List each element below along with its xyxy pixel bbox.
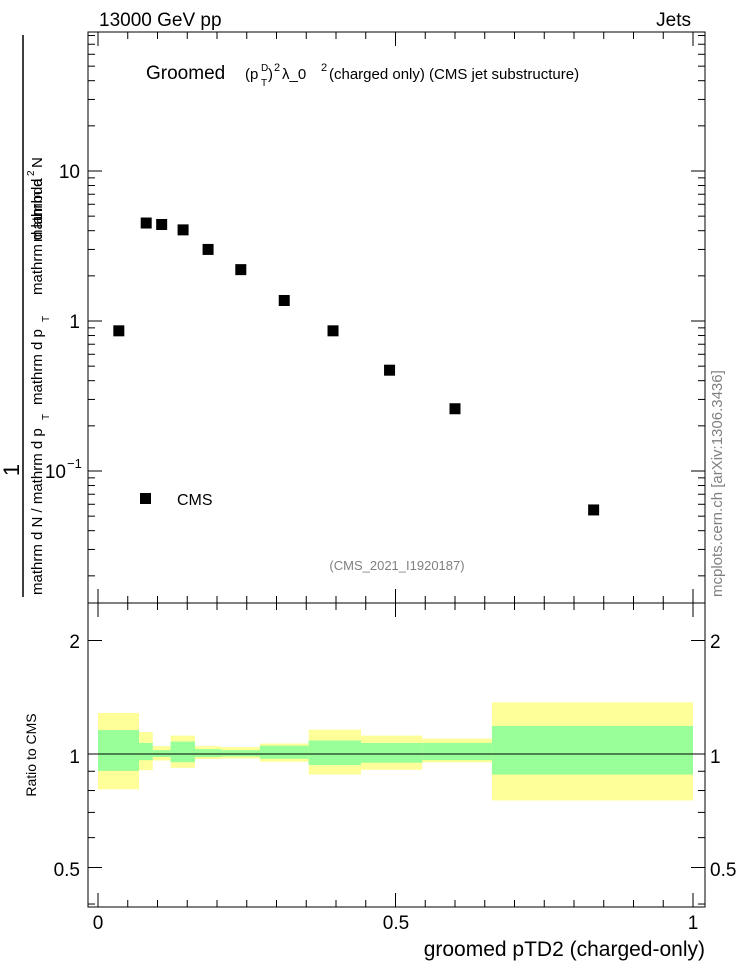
ratio-band-inner [98, 730, 140, 771]
ylabel-numer2: mathrm d p [29, 329, 46, 405]
data-point [156, 218, 168, 230]
ratio-y-ticks [88, 640, 705, 905]
data-point [202, 243, 214, 255]
header-left: 13000 GeV pp [99, 10, 222, 31]
title-lambda: λ_0 [282, 66, 306, 83]
ratio-band-inner [308, 740, 361, 766]
ratio-band-inner [259, 745, 309, 759]
ratio-frame [87, 602, 706, 908]
data-point [327, 325, 339, 337]
xtick-0.5: 0.5 [383, 913, 409, 934]
ylabel-denominator-sub: T [41, 414, 52, 420]
title-sub-t: T [261, 78, 267, 89]
data-point [588, 504, 600, 516]
ratio-band-inner [194, 749, 222, 757]
main-ytick-1: 1 [69, 312, 80, 333]
ratio-bands [98, 702, 693, 801]
cms-markers [113, 217, 600, 516]
watermark: mcplots.cern.ch [arXiv:1306.3436] [709, 370, 726, 597]
main-ytick-10: 10 [59, 162, 80, 183]
ylabel-numer2-sub: T [41, 316, 52, 322]
ratio-band-inner [221, 750, 260, 757]
plot-title: Groomed (p D T ) 2 λ_0 2 (charged only) … [146, 62, 579, 89]
ratio-band-inner [422, 742, 492, 761]
data-point [177, 224, 189, 236]
title-lambda-sq: 2 [321, 62, 327, 74]
header-right: Jets [656, 10, 691, 31]
x-axis-label: groomed pTD2 (charged-only) [424, 938, 705, 961]
title-sq: 2 [274, 62, 280, 74]
data-point [278, 294, 290, 306]
main-ytick-01-exp: −1 [67, 456, 82, 471]
ratio-ytick-2-right: 2 [710, 632, 721, 653]
legend-label: CMS [177, 492, 213, 509]
main-y-axis-label: 1 mathrm d N / mathrm d p T mathrm d 2 N… [0, 35, 52, 597]
ratio-band-inner [360, 742, 423, 763]
data-point [449, 403, 461, 415]
xtick-0: 0 [93, 913, 104, 934]
title-p: (p [245, 66, 258, 83]
xtick-1: 1 [688, 913, 699, 934]
ylabel-numerator-b: N [29, 157, 46, 168]
data-point [384, 364, 396, 376]
ylabel-numerator-sup: 2 [26, 170, 37, 176]
ratio-ytick-05-right: 0.5 [710, 860, 736, 881]
title-groomed: Groomed [146, 63, 225, 84]
analysis-id: (CMS_2021_I1920187) [329, 558, 464, 573]
ratio-y-label: Ratio to CMS [23, 713, 39, 796]
ratio-ytick-1-right: 1 [710, 747, 721, 768]
ratio-ytick-1: 1 [69, 747, 80, 768]
ylabel-denominator: mathrm d N / mathrm d p [29, 428, 46, 595]
main-frame [87, 31, 706, 604]
main-y-ticks [88, 35, 705, 577]
data-point [140, 217, 152, 229]
legend-marker [140, 493, 151, 504]
ylabel-numer3: mathrm d lambda [29, 178, 46, 295]
ylabel-one: 1 [0, 464, 24, 476]
main-ytick-01-base: 10 [45, 462, 66, 483]
title-close: ) [268, 66, 273, 83]
data-point [235, 264, 247, 276]
ratio-band-inner [139, 742, 153, 761]
ratio-ytick-05: 0.5 [54, 860, 80, 881]
legend: CMS [140, 492, 213, 509]
ratio-band-inner [491, 725, 693, 775]
ratio-x-ticks [97, 603, 694, 907]
title-rest: (charged only) (CMS jet substructure) [329, 66, 579, 83]
ratio-band-inner [170, 741, 195, 763]
data-point [113, 325, 125, 337]
ratio-ytick-2: 2 [69, 632, 80, 653]
main-x-ticks [97, 32, 694, 603]
ylabel-numerator-a: mathrm d [29, 179, 46, 242]
title-sup-d: D [261, 63, 268, 74]
